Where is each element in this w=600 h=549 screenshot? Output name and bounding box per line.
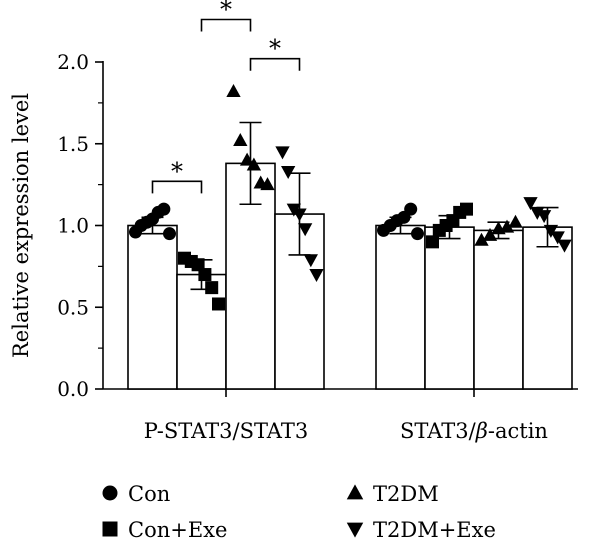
- data-point: [191, 258, 205, 272]
- data-point: [303, 254, 318, 268]
- y-tick-label: 0.5: [57, 295, 89, 319]
- data-point: [157, 202, 171, 216]
- legend-marker: [346, 522, 364, 538]
- data-point: [260, 177, 275, 191]
- significance-label: *: [220, 0, 232, 23]
- y-axis-label: Relative expression level: [9, 93, 33, 358]
- legend-label: Con+Exe: [128, 518, 227, 542]
- bar: [127, 224, 178, 390]
- data-point: [309, 269, 324, 283]
- significance-brackets: * * *: [151, 0, 301, 194]
- data-point: [411, 227, 424, 241]
- data-point: [246, 157, 262, 171]
- legend-label: T2DM+Exe: [373, 518, 496, 542]
- legend-marker: [102, 521, 118, 537]
- bar: [522, 226, 573, 390]
- data-point: [530, 206, 545, 220]
- legend: Con T2DM Con+Exe T2DM+Exe: [102, 482, 496, 542]
- y-tick-label: 1.5: [57, 132, 89, 156]
- legend-label: Con: [128, 482, 170, 506]
- significance-bracket: [200, 18, 252, 32]
- data-point: [508, 214, 523, 228]
- data-point: [523, 197, 538, 211]
- legend-marker: [102, 485, 118, 501]
- legend-marker: [346, 484, 364, 500]
- legend-item: Con+Exe: [102, 518, 227, 542]
- axes: 0.0 0.5 1.0 1.5 2.0 Relative expression level…: [9, 50, 578, 443]
- significance-label: *: [269, 35, 281, 63]
- data-point: [543, 224, 559, 238]
- data-point: [239, 152, 255, 166]
- data-points: [129, 83, 572, 311]
- data-point: [292, 208, 307, 222]
- legend-item: T2DM: [346, 482, 439, 506]
- bar: [473, 229, 524, 390]
- bar: [375, 224, 426, 390]
- bar: [424, 226, 475, 390]
- y-tick-label: 1.0: [57, 214, 89, 238]
- bar: [176, 273, 227, 390]
- legend-item: Con: [102, 482, 170, 506]
- data-point: [557, 239, 572, 253]
- data-point: [536, 210, 552, 224]
- data-point: [226, 83, 241, 97]
- data-point: [212, 297, 225, 311]
- x-category-label: STAT3/β-actin: [400, 419, 548, 443]
- y-tick-label: 2.0: [57, 50, 89, 74]
- data-point: [499, 219, 515, 233]
- data-point: [460, 202, 473, 216]
- data-point: [205, 281, 219, 295]
- data-point: [298, 223, 313, 237]
- legend-label: T2DM: [373, 482, 439, 506]
- legend-item: T2DM+Exe: [346, 518, 496, 542]
- data-point: [275, 146, 290, 160]
- bars: [127, 162, 573, 390]
- significance-bracket: [151, 180, 203, 194]
- significance-label: *: [171, 157, 183, 185]
- data-point: [163, 227, 176, 241]
- data-point: [281, 166, 296, 180]
- data-point: [482, 227, 498, 241]
- significance-bracket: [249, 57, 301, 71]
- data-point: [474, 232, 489, 246]
- y-tick-label: 0.0: [57, 377, 89, 401]
- data-point: [233, 133, 248, 147]
- data-point: [198, 268, 212, 282]
- x-category-label: P-STAT3/STAT3: [144, 419, 308, 443]
- data-point: [404, 202, 418, 216]
- data-point: [550, 231, 565, 245]
- data-point: [426, 235, 439, 249]
